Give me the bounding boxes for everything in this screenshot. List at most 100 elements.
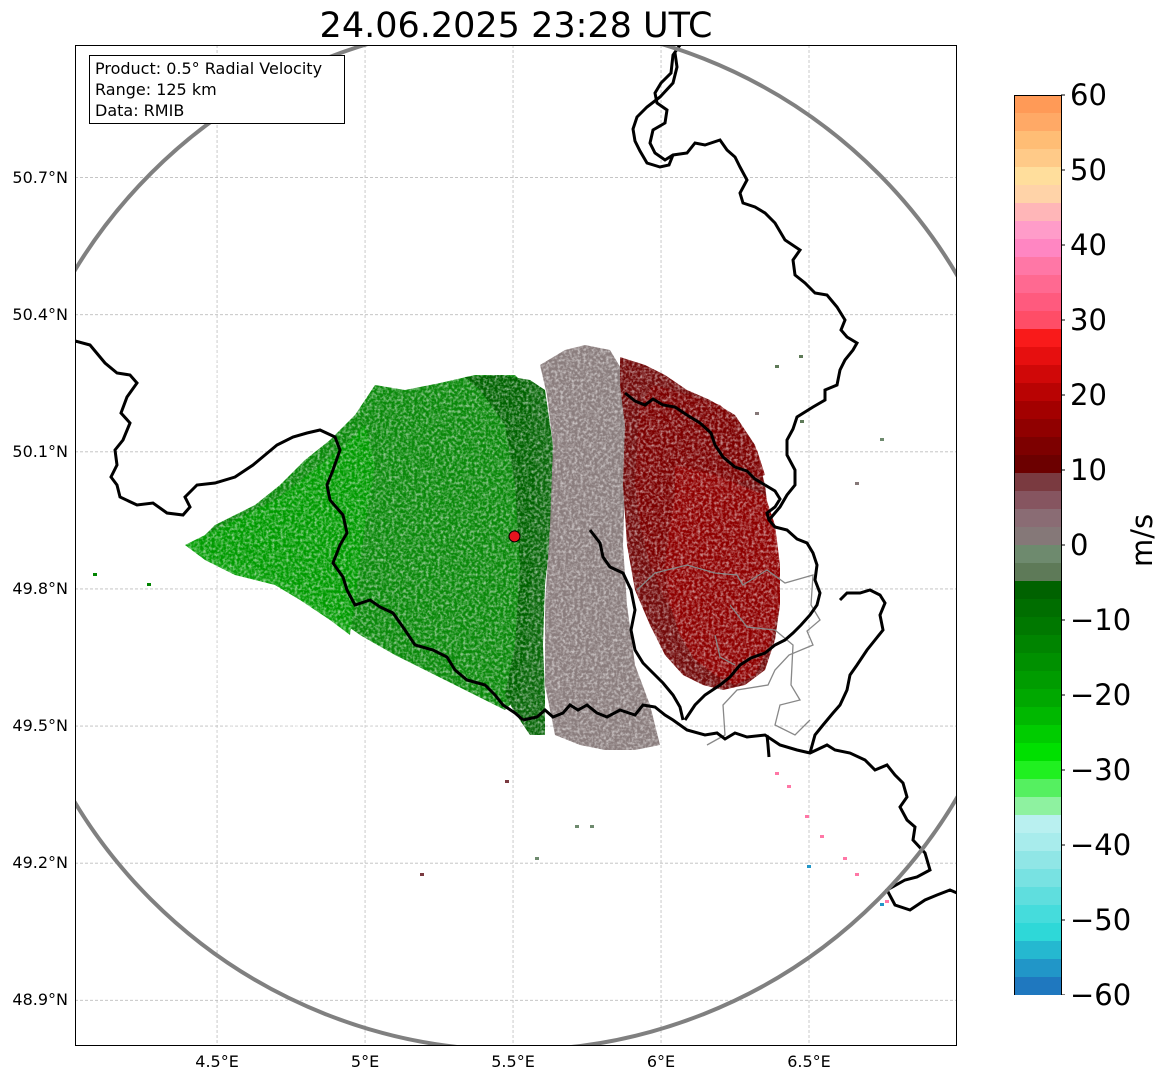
colorbar-band	[1015, 905, 1061, 924]
colorbar-tick-label: 10	[1070, 453, 1107, 487]
colorbar-band	[1015, 167, 1061, 186]
colorbar-band	[1015, 977, 1061, 995]
radar-map-canvas	[75, 45, 957, 1046]
border-belgium-luxembourg-france	[522, 703, 957, 912]
echo-pixel	[787, 785, 791, 788]
border-france-germany	[808, 588, 887, 754]
data-source-label: Data: RMIB	[95, 101, 185, 120]
colorbar-band	[1015, 545, 1061, 564]
colorbar-band	[1015, 959, 1061, 978]
lat-tick-label: 48.9°N	[12, 990, 68, 1010]
echo-pixel	[855, 482, 859, 485]
colorbar-tick-label: 50	[1070, 153, 1107, 187]
colorbar-band	[1015, 527, 1061, 546]
colorbar-band	[1015, 599, 1061, 618]
colorbar-band	[1015, 635, 1061, 654]
colorbar-band	[1015, 293, 1061, 312]
radar-map[interactable]	[75, 45, 957, 1046]
echo-pixel	[885, 900, 889, 903]
colorbar-band	[1015, 365, 1061, 384]
colorbar-tick-label: 40	[1070, 228, 1107, 262]
colorbar-band	[1015, 347, 1061, 366]
border-luxembourg-germany	[683, 483, 822, 721]
echo-pixel	[147, 583, 151, 586]
colorbar-band	[1015, 689, 1061, 708]
colorbar-band	[1015, 419, 1061, 438]
colorbar-tick-label: 0	[1070, 528, 1089, 562]
echo-pixel	[505, 780, 509, 783]
colorbar-tick-label: −60	[1070, 978, 1132, 1012]
echo-pixel	[775, 772, 779, 775]
colorbar-band	[1015, 707, 1061, 726]
colorbar-band	[1015, 113, 1061, 132]
lat-tick-label: 49.8°N	[12, 578, 68, 598]
country-borders	[75, 45, 957, 912]
range-label: Range: 125 km	[95, 80, 217, 99]
echo-pixel	[420, 873, 424, 876]
border-belgium-france	[75, 339, 524, 722]
colorbar-band	[1015, 437, 1061, 456]
echo-pixel	[775, 365, 779, 368]
colorbar-band	[1015, 221, 1061, 240]
echo-pixel	[590, 825, 594, 828]
colorbar-band	[1015, 941, 1061, 960]
admin-boundaries	[636, 564, 821, 746]
echo-pixel	[535, 857, 539, 860]
lat-tick-label: 49.5°N	[12, 716, 68, 736]
district-boundary	[714, 634, 736, 666]
colorbar-band	[1015, 383, 1061, 402]
echo-speckle-texture	[175, 340, 795, 760]
lon-tick-label: 6°E	[646, 1052, 676, 1071]
echo-pixel	[880, 438, 884, 441]
colorbar-band	[1015, 329, 1061, 348]
colorbar-band	[1015, 725, 1061, 744]
lon-tick-label: 5°E	[350, 1052, 380, 1071]
echo-pixel	[807, 865, 811, 868]
colorbar-band	[1015, 653, 1061, 672]
colorbar-band	[1015, 311, 1061, 330]
product-info-box: Product: 0.5° Radial Velocity Range: 125…	[89, 55, 345, 124]
border-belgium-germany-east	[648, 45, 860, 521]
echo-pixel	[855, 873, 859, 876]
border-east-edge	[631, 52, 679, 169]
colorbar-band	[1015, 95, 1061, 114]
echo-pixel	[805, 815, 809, 818]
lon-tick-label: 4.5°E	[195, 1052, 239, 1071]
colorbar-tick-label: 20	[1070, 378, 1107, 412]
chart-title: 24.06.2025 23:28 UTC	[319, 6, 713, 46]
lat-tick-label: 50.1°N	[12, 441, 68, 461]
district-boundary	[729, 604, 811, 736]
colorbar-ticks	[1061, 94, 1065, 995]
colorbar-tick-label: 30	[1070, 303, 1107, 337]
colorbar-tick-label: −10	[1070, 603, 1132, 637]
colorbar-band	[1015, 851, 1061, 870]
border-belgium-luxembourg	[588, 529, 685, 721]
colorbar-band	[1015, 455, 1061, 474]
colorbar-bands	[1015, 95, 1061, 995]
echo-pixel	[843, 857, 847, 860]
colorbar-band	[1015, 185, 1061, 204]
colorbar-band	[1015, 491, 1061, 510]
colorbar-band	[1015, 131, 1061, 150]
colorbar-band	[1015, 149, 1061, 168]
lat-tick-label: 49.2°N	[12, 853, 68, 873]
colorbar-band	[1015, 779, 1061, 798]
colorbar	[1014, 94, 1065, 995]
border-belgium-germany	[624, 391, 766, 487]
echo-pixel	[575, 825, 579, 828]
echo-pixel	[755, 412, 759, 415]
velocity-echoes	[93, 340, 889, 906]
lon-tick-label: 5.5°E	[491, 1052, 535, 1071]
product-label: Product: 0.5° Radial Velocity	[95, 59, 323, 78]
radar-site-marker[interactable]	[508, 530, 521, 543]
colorbar-band	[1015, 761, 1061, 780]
colorbar-band	[1015, 563, 1061, 582]
colorbar-band	[1015, 671, 1061, 690]
colorbar-band	[1015, 797, 1061, 816]
colorbar-band	[1015, 509, 1061, 528]
colorbar-band	[1015, 887, 1061, 906]
colorbar-tick-label: −20	[1070, 678, 1132, 712]
colorbar-band	[1015, 473, 1061, 492]
colorbar-band	[1015, 203, 1061, 222]
colorbar-tick-label: −50	[1070, 903, 1132, 937]
